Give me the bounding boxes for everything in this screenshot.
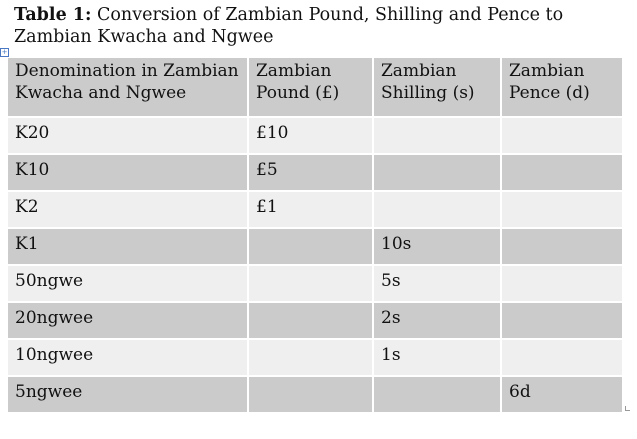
cell-pound: £5 <box>249 155 374 192</box>
caption-text: Conversion of Zambian Pound, Shilling an… <box>14 5 564 47</box>
cell-pence <box>502 192 624 229</box>
cell-shilling <box>374 377 502 414</box>
cell-pound <box>249 229 374 266</box>
cell-shilling <box>374 192 502 229</box>
cell-shilling: 1s <box>374 340 502 377</box>
cell-pound: £1 <box>249 192 374 229</box>
header-denomination: Denomination in Zambian Kwacha and Ngwee <box>8 58 249 118</box>
cell-shilling <box>374 155 502 192</box>
cell-pence <box>502 229 624 266</box>
table-row: K1 10s <box>8 229 624 266</box>
cell-denomination: 50ngwe <box>8 266 249 303</box>
cell-pence: 6d <box>502 377 624 414</box>
cell-denomination: K10 <box>8 155 249 192</box>
table-row: 50ngwe 5s <box>8 266 624 303</box>
header-pound: Zambian Pound (£) <box>249 58 374 118</box>
table-row: 10ngwee 1s <box>8 340 624 377</box>
caption-label: Table 1: <box>14 5 92 25</box>
cell-pound <box>249 340 374 377</box>
table-row: 20ngwee 2s <box>8 303 624 340</box>
cell-denomination: K20 <box>8 118 249 155</box>
header-pence: Zambian Pence (d) <box>502 58 624 118</box>
cell-pence <box>502 155 624 192</box>
cell-pence <box>502 340 624 377</box>
table-header-row: Denomination in Zambian Kwacha and Ngwee… <box>8 58 624 118</box>
cell-pence <box>502 303 624 340</box>
cell-pence <box>502 266 624 303</box>
cell-pound <box>249 377 374 414</box>
table-row: K20 £10 <box>8 118 624 155</box>
cell-denomination: K1 <box>8 229 249 266</box>
cell-shilling: 2s <box>374 303 502 340</box>
cell-pound <box>249 303 374 340</box>
table-row: K10 £5 <box>8 155 624 192</box>
table-row: K2 £1 <box>8 192 624 229</box>
table-end-mark <box>625 406 630 411</box>
conversion-table: Denomination in Zambian Kwacha and Ngwee… <box>8 58 624 414</box>
cell-denomination: 20ngwee <box>8 303 249 340</box>
cell-pound: £10 <box>249 118 374 155</box>
table-move-handle-icon[interactable]: + <box>0 48 9 57</box>
cell-shilling: 10s <box>374 229 502 266</box>
cell-denomination: K2 <box>8 192 249 229</box>
cell-shilling: 5s <box>374 266 502 303</box>
header-shilling: Zambian Shilling (s) <box>374 58 502 118</box>
cell-denomination: 10ngwee <box>8 340 249 377</box>
cell-pound <box>249 266 374 303</box>
cell-denomination: 5ngwee <box>8 377 249 414</box>
cell-shilling <box>374 118 502 155</box>
cell-pence <box>502 118 624 155</box>
table-caption: Table 1: Conversion of Zambian Pound, Sh… <box>14 4 629 48</box>
table-row: 5ngwee 6d <box>8 377 624 414</box>
